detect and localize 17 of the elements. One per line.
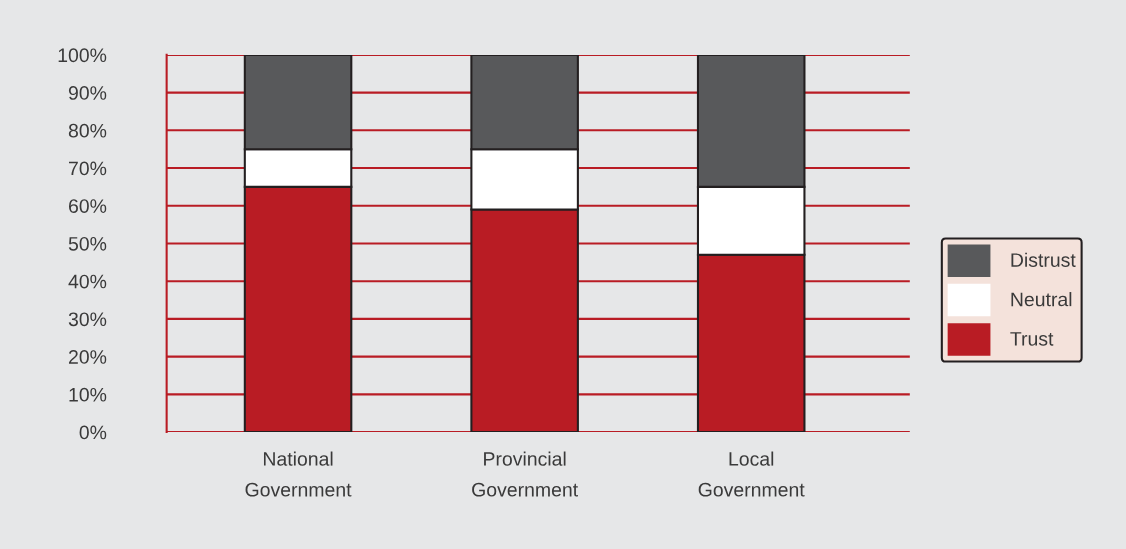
y-tick-label: 40% bbox=[68, 274, 107, 289]
y-tick-label: 0% bbox=[79, 425, 107, 440]
y-tick-label: 90% bbox=[68, 86, 107, 100]
legend-label: Neutral bbox=[1011, 292, 1072, 307]
y-tick-label: 100% bbox=[58, 48, 107, 63]
y-tick-label: 60% bbox=[69, 199, 107, 213]
x-tick-label: Local Government bbox=[698, 451, 805, 497]
y-tick-label: 30% bbox=[68, 312, 107, 327]
y-tick-label: 10% bbox=[69, 387, 107, 402]
y-tick-label: 80% bbox=[68, 123, 107, 138]
legend-label: Trust bbox=[1010, 332, 1054, 346]
y-tick-label: 70% bbox=[69, 161, 107, 176]
y-tick-label: 50% bbox=[68, 236, 107, 251]
x-tick-label: Provincial Government bbox=[472, 451, 578, 497]
y-tick-label: 20% bbox=[68, 350, 107, 364]
legend-label: Distrust bbox=[1011, 252, 1076, 267]
x-tick-label: National Government bbox=[245, 451, 352, 497]
